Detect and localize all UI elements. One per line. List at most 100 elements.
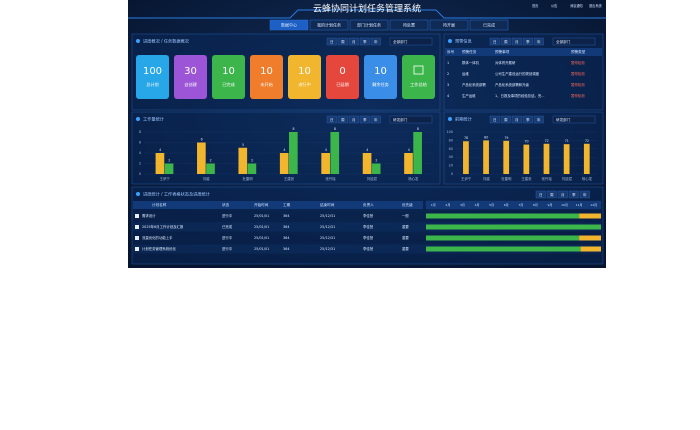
period-button[interactable]: [522, 37, 533, 46]
period-label[interactable]: 年: [583, 192, 587, 197]
bar: [503, 140, 510, 174]
period-button[interactable]: [337, 115, 348, 124]
stat-card[interactable]: [174, 55, 207, 99]
dept-label[interactable]: 研发部门: [556, 117, 571, 122]
row-checkbox[interactable]: [135, 236, 139, 240]
period-label[interactable]: 日: [493, 118, 497, 122]
period-button[interactable]: [500, 115, 511, 124]
period-button[interactable]: [489, 37, 500, 46]
tab[interactable]: [309, 19, 349, 31]
stat-card[interactable]: [212, 55, 245, 99]
period-button[interactable]: [557, 190, 568, 199]
dept-select[interactable]: [552, 115, 596, 124]
period-button[interactable]: [370, 115, 381, 124]
tab[interactable]: [429, 19, 469, 31]
period-label[interactable]: 周: [504, 117, 508, 122]
period-button[interactable]: [489, 115, 500, 124]
tab-label[interactable]: 待处置: [403, 22, 415, 28]
period-button[interactable]: [337, 37, 348, 46]
period-label[interactable]: 周: [504, 39, 508, 44]
period-label[interactable]: 日: [330, 118, 334, 122]
progress-cell[interactable]: 计划任务管理系统优化: [142, 246, 177, 251]
tab[interactable]: [389, 19, 429, 31]
period-label[interactable]: 年: [374, 39, 378, 44]
tab-label[interactable]: 已完成: [483, 22, 495, 28]
period-label[interactable]: 周: [550, 192, 554, 197]
period-button[interactable]: [348, 115, 359, 124]
period-label[interactable]: 周: [341, 39, 345, 44]
period-label[interactable]: 年: [537, 117, 541, 122]
progress-cell[interactable]: 流量优化的功能上手: [142, 235, 173, 240]
period-button[interactable]: [511, 115, 522, 124]
header-link[interactable]: 公告: [551, 3, 557, 8]
period-label[interactable]: 月: [352, 117, 356, 122]
period-button[interactable]: [579, 190, 590, 199]
period-label[interactable]: 季: [363, 39, 367, 44]
period-label[interactable]: 月: [515, 117, 519, 122]
progress-cell[interactable]: 需求设计: [142, 213, 156, 218]
period-button[interactable]: [359, 115, 370, 124]
gantt-done: [426, 246, 581, 252]
period-button[interactable]: [326, 115, 337, 124]
tab-label[interactable]: 数据中心: [281, 22, 297, 28]
period-label[interactable]: 日: [330, 40, 334, 44]
tab-label[interactable]: 我的计划任务: [317, 22, 341, 28]
period-button[interactable]: [359, 37, 370, 46]
period-button[interactable]: [533, 115, 544, 124]
progress-cell[interactable]: 2025年6月工作计划及汇报: [142, 224, 184, 229]
stat-card[interactable]: [326, 55, 359, 99]
dept-label[interactable]: 研发部门: [393, 117, 408, 122]
period-label[interactable]: 季: [526, 117, 530, 122]
stat-card[interactable]: [250, 55, 283, 99]
stat-card[interactable]: [288, 55, 321, 99]
header-link[interactable]: 首页: [532, 3, 538, 8]
period-label[interactable]: 年: [537, 39, 541, 44]
period-button[interactable]: [533, 37, 544, 46]
period-label[interactable]: 季: [526, 39, 530, 44]
stat-card[interactable]: [136, 55, 169, 99]
period-label[interactable]: 季: [572, 192, 576, 197]
dept-label[interactable]: 全部部门: [393, 39, 408, 44]
period-label[interactable]: 年: [374, 117, 378, 122]
period-button[interactable]: [546, 190, 557, 199]
period-button[interactable]: [500, 37, 511, 46]
tab[interactable]: [469, 19, 509, 31]
tab[interactable]: [269, 19, 309, 31]
dept-select[interactable]: [389, 115, 433, 124]
header-link[interactable]: 消息通知: [570, 3, 583, 8]
stat-card[interactable]: [402, 55, 435, 99]
stat-card[interactable]: [364, 55, 397, 99]
period-button[interactable]: [535, 190, 546, 199]
row-bg: [133, 211, 601, 221]
row-checkbox[interactable]: [135, 225, 139, 229]
dept-label[interactable]: 全部部门: [556, 39, 571, 44]
dept-select[interactable]: [389, 37, 433, 46]
period-label[interactable]: 月: [561, 192, 565, 197]
tab[interactable]: [349, 19, 389, 31]
period-button[interactable]: [511, 37, 522, 46]
period-label[interactable]: 日: [539, 193, 543, 197]
period-label[interactable]: 月: [515, 39, 519, 44]
period-button[interactable]: [326, 37, 337, 46]
bar: [362, 153, 372, 174]
header-link[interactable]: 退出系统: [589, 3, 603, 8]
period-label[interactable]: 日: [493, 40, 497, 44]
row-checkbox[interactable]: [135, 214, 139, 218]
period-label[interactable]: 季: [363, 117, 367, 122]
warning-cell: 1、日报及事项的经验总结，完...: [495, 93, 544, 98]
x-tick-label: 刘越: [483, 176, 490, 181]
period-button[interactable]: [370, 37, 381, 46]
dept-select[interactable]: [552, 37, 596, 46]
tab-label[interactable]: 部门计划任务: [357, 22, 381, 28]
period-button[interactable]: [568, 190, 579, 199]
period-button[interactable]: [522, 115, 533, 124]
period-button[interactable]: [348, 37, 359, 46]
bar: [413, 132, 422, 174]
stat-value: 0: [339, 66, 345, 77]
tab-label[interactable]: 待开展: [443, 22, 455, 28]
period-label[interactable]: 月: [352, 39, 356, 44]
period-label[interactable]: 周: [341, 117, 345, 122]
bar: [155, 153, 165, 174]
warning-cell: 对体育开展研: [495, 60, 516, 65]
row-checkbox[interactable]: [135, 247, 139, 251]
